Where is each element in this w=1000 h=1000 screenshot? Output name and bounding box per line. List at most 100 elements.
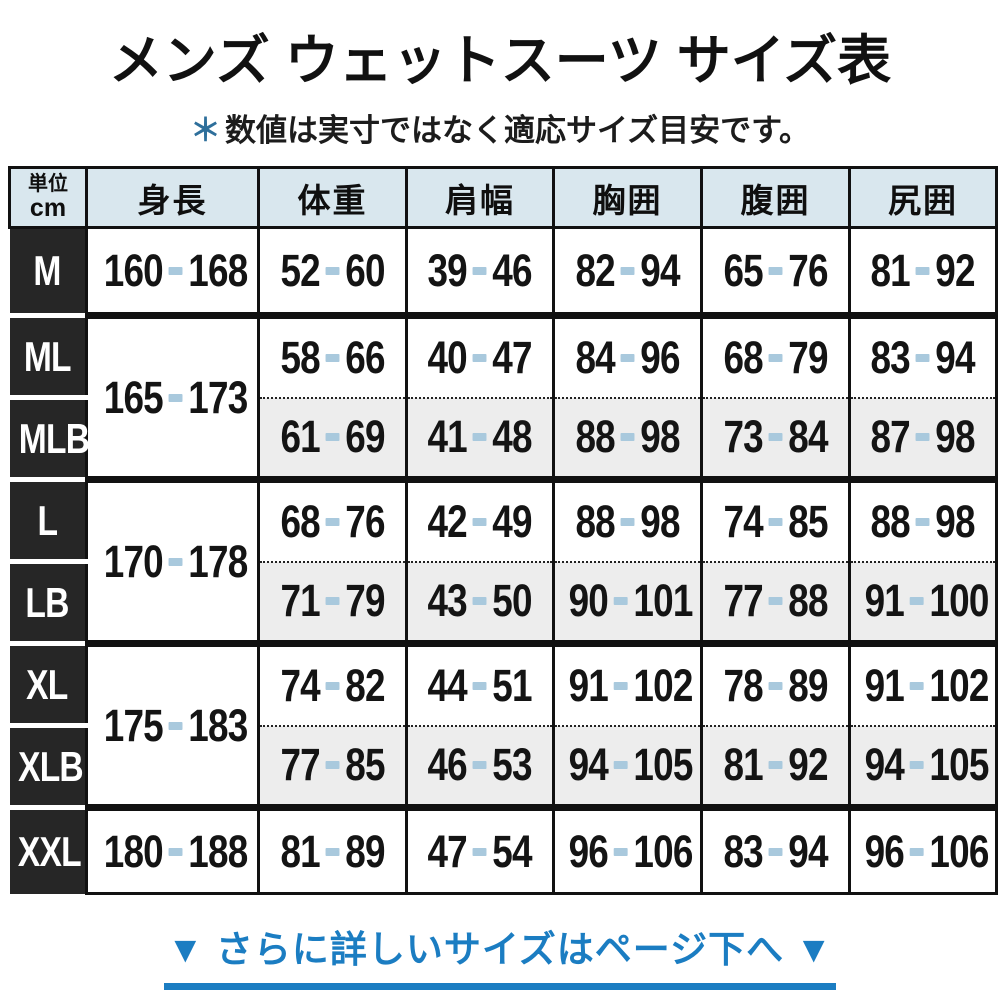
size-label-text: MLB — [18, 414, 89, 462]
value-cell: 84 96 — [552, 312, 703, 398]
range-dash — [168, 266, 183, 275]
value-cell: 94 105 — [552, 724, 703, 808]
range-to: 69 — [345, 411, 385, 463]
range-to: 92 — [935, 244, 976, 296]
value-range: 74 82 — [280, 659, 385, 712]
value-range: 58 66 — [280, 331, 385, 384]
range-to: 101 — [633, 575, 693, 627]
value-cell: 74 82 — [257, 640, 408, 726]
range-to: 84 — [788, 411, 828, 463]
range-from: 71 — [280, 575, 320, 627]
range-dash — [473, 597, 487, 606]
value-cell: 44 51 — [405, 640, 555, 726]
range-to: 66 — [345, 331, 385, 383]
range-to: 76 — [345, 495, 385, 547]
range-from: 180 — [103, 825, 164, 877]
subtitle-text: 数値は実寸ではなく適応サイズ目安です。 — [225, 113, 810, 148]
column-header-chest: 胸囲 — [552, 166, 703, 229]
range-to: 94 — [935, 331, 976, 383]
height-cell: 180 188 — [85, 804, 260, 895]
value-cell: 39 46 — [405, 227, 555, 316]
range-from: 39 — [427, 244, 468, 296]
value-cell: 81 92 — [700, 724, 851, 808]
value-cell: 94 105 — [848, 724, 998, 808]
value-cell: 81 92 — [848, 227, 998, 316]
range-dash — [325, 433, 340, 442]
range-from: 77 — [280, 739, 320, 791]
range-from: 91 — [864, 575, 905, 627]
range-to: 98 — [935, 411, 976, 463]
range-dash — [325, 847, 340, 856]
value-range: 81 89 — [280, 825, 385, 878]
range-to: 98 — [935, 495, 976, 547]
range-dash — [620, 517, 635, 526]
range-dash — [473, 266, 487, 275]
range-dash — [768, 266, 783, 275]
range-from: 165 — [103, 371, 164, 423]
range-dash — [909, 847, 924, 856]
unit-label: 単位 — [28, 172, 68, 195]
range-to: 88 — [788, 575, 828, 627]
table-header-row: 単位 cm 身長 体重 肩幅 胸囲 腹囲 尻囲 — [8, 166, 998, 229]
range-to: 76 — [788, 244, 828, 296]
range-from: 88 — [575, 495, 615, 547]
value-cell: 96 106 — [848, 804, 998, 895]
range-from: 94 — [864, 739, 905, 791]
range-dash — [473, 353, 487, 362]
range-to: 85 — [345, 739, 385, 791]
page-title: メンズ ウェットスーツ サイズ表 — [108, 31, 892, 91]
value-range: 68 79 — [723, 331, 828, 384]
range-from: 88 — [575, 411, 615, 463]
range-from: 74 — [723, 495, 763, 547]
range-dash — [325, 266, 340, 275]
range-from: 68 — [723, 331, 763, 383]
value-cell: 42 49 — [405, 476, 555, 562]
range-from: 81 — [870, 244, 911, 296]
table-row-lb: LB 71 79 43 50 90 101 77 88 91 100 — [9, 560, 998, 646]
range-from: 43 — [427, 575, 468, 627]
range-dash — [768, 353, 783, 362]
range-dash — [613, 597, 628, 606]
value-cell: 47 54 — [405, 804, 555, 895]
range-from: 94 — [568, 739, 609, 791]
column-header-shoulder: 肩幅 — [405, 166, 555, 229]
size-label-text: XL — [26, 660, 69, 708]
range-from: 88 — [870, 495, 911, 547]
range-from: 160 — [103, 244, 164, 296]
value-range: 88 98 — [575, 411, 680, 463]
range-from: 84 — [575, 331, 615, 383]
range-to: 82 — [345, 659, 385, 711]
range-to: 106 — [633, 825, 693, 877]
range-from: 42 — [427, 495, 468, 547]
range-from: 44 — [427, 659, 468, 711]
value-range: 96 106 — [865, 826, 990, 878]
value-cell: 81 89 — [257, 804, 408, 895]
range-to: 79 — [788, 331, 828, 383]
range-to: 85 — [788, 495, 828, 547]
range-from: 61 — [280, 411, 320, 463]
value-cell: 83 94 — [848, 312, 998, 398]
range-dash — [168, 721, 183, 730]
range-dash — [168, 557, 183, 566]
height-cell: 170 178 — [85, 476, 260, 644]
range-to: 102 — [929, 659, 989, 711]
value-range: 61 69 — [280, 411, 385, 463]
range-dash — [325, 761, 340, 770]
range-from: 52 — [280, 244, 320, 296]
value-range: 42 49 — [427, 495, 533, 548]
value-range: 46 53 — [428, 739, 533, 791]
range-dash — [473, 517, 487, 526]
range-to: 50 — [492, 575, 533, 627]
range-to: 102 — [633, 659, 693, 711]
range-from: 81 — [280, 825, 320, 877]
value-range: 96 106 — [569, 825, 694, 878]
range-to: 49 — [492, 495, 533, 547]
range-to: 92 — [788, 739, 828, 791]
value-cell: 74 85 — [700, 476, 851, 562]
value-range: 65 76 — [723, 244, 828, 297]
value-range: 74 85 — [723, 495, 828, 548]
range-from: 41 — [427, 411, 468, 463]
value-cell: 88 98 — [848, 476, 998, 562]
range-dash — [325, 517, 340, 526]
value-cell: 68 79 — [700, 312, 851, 398]
